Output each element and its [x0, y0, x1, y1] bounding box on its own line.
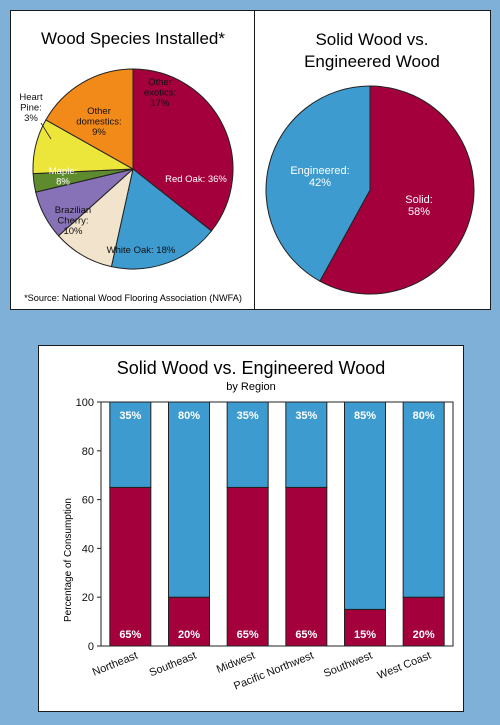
bar-engineered-0: [109, 401, 152, 488]
bar-solid-2: [226, 486, 269, 647]
bar-label-solid: 65%: [237, 629, 259, 641]
x-category-label: West Coast: [376, 650, 433, 682]
regional-bar-svg: Solid Wood vs. Engineered Wood by Region…: [63, 358, 454, 693]
bar-engineered-2: [226, 401, 269, 488]
bar-label-solid: 15%: [354, 629, 376, 641]
bar-chart-subtitle: by Region: [226, 381, 276, 393]
bar-label-engineered: 35%: [237, 410, 259, 422]
pie-slice-other-exotics: [45, 68, 134, 170]
pie-label-maple: Maple: 8%: [49, 166, 78, 187]
bar-chart-ylabel: Percentage of Consumption: [63, 498, 74, 622]
bar-label-engineered: 85%: [354, 410, 376, 422]
bar-solid-4: [344, 608, 386, 647]
pie-slice-solid: [319, 85, 475, 295]
y-tick-label: 0: [88, 641, 94, 653]
x-category-label: Southeast: [148, 650, 198, 680]
bar-engineered-1: [168, 401, 210, 598]
pie-slice-white-oak: [110, 168, 213, 270]
bar-label-solid: 65%: [119, 629, 141, 641]
y-tick-label: 60: [82, 495, 94, 507]
pie-label-solid: Solid: 58%: [405, 194, 433, 218]
bar-label-engineered: 80%: [178, 410, 200, 422]
bar-chart-title: Solid Wood vs. Engineered Wood: [117, 358, 386, 378]
x-category-label: Southwest: [322, 650, 374, 680]
pie-slice-engineered: [265, 85, 371, 282]
bar-plot-area: [100, 401, 454, 647]
y-tick-label: 20: [82, 592, 94, 604]
bar-label-engineered: 35%: [119, 410, 141, 422]
pie-label-engineered: Engineered: 42%: [290, 165, 349, 189]
pie-label-other-exotics: Other exotics: 17%: [144, 77, 176, 109]
bar-engineered-3: [285, 401, 328, 488]
bar-solid-0: [109, 486, 152, 647]
pie-label-heart-pine: Heart Pine: 3%: [19, 92, 43, 124]
species-pie-title: Wood Species Installed*: [41, 29, 225, 48]
x-category-label: Midwest: [215, 650, 257, 676]
y-tick-label: 100: [76, 397, 94, 409]
pie-label-other-domestics: Other domestics: 9%: [76, 106, 121, 138]
pie-label-brazilian-cherry: Brazilian Cherry: 10%: [55, 205, 91, 237]
solid-engineered-pie-svg: Solid Wood vs. Engineered Wood Solid: 58% E…: [265, 30, 475, 295]
bar-label-solid: 65%: [295, 629, 317, 641]
bar-solid-3: [285, 486, 328, 647]
y-tick-label: 40: [82, 543, 94, 555]
bar-solid-1: [168, 596, 210, 647]
regional-bar-panel: Solid Wood vs. Engineered Wood by Region…: [38, 345, 464, 712]
bar-label-engineered: 80%: [413, 410, 435, 422]
pie-label-white-oak: White Oak: 18%: [107, 245, 176, 256]
bar-label-solid: 20%: [178, 629, 200, 641]
bar-engineered-5: [402, 401, 445, 598]
species-pie-svg: Wood Species Installed* Red Oak: 36% Whit…: [19, 29, 242, 303]
bar-solid-5: [402, 596, 445, 647]
heart-pine-leader-line: [40, 122, 52, 140]
species-pie-panel: Wood Species Installed* Red Oak: 36% Whit…: [10, 10, 256, 310]
pie-label-red-oak: Red Oak: 36%: [165, 174, 227, 185]
bar-label-solid: 20%: [413, 629, 435, 641]
pie-slice-red-oak: [132, 68, 234, 232]
y-tick-label: 80: [82, 446, 94, 458]
species-pie-footnote: *Source: National Wood Flooring Associat…: [24, 293, 242, 303]
bar-label-engineered: 35%: [295, 410, 317, 422]
x-category-label: Northeast: [91, 650, 140, 679]
bar-engineered-4: [344, 401, 386, 610]
solid-engineered-pie-title: Solid Wood vs. Engineered Wood: [304, 30, 440, 71]
solid-engineered-pie-panel: Solid Wood vs. Engineered Wood Solid: 58% E…: [254, 10, 491, 310]
